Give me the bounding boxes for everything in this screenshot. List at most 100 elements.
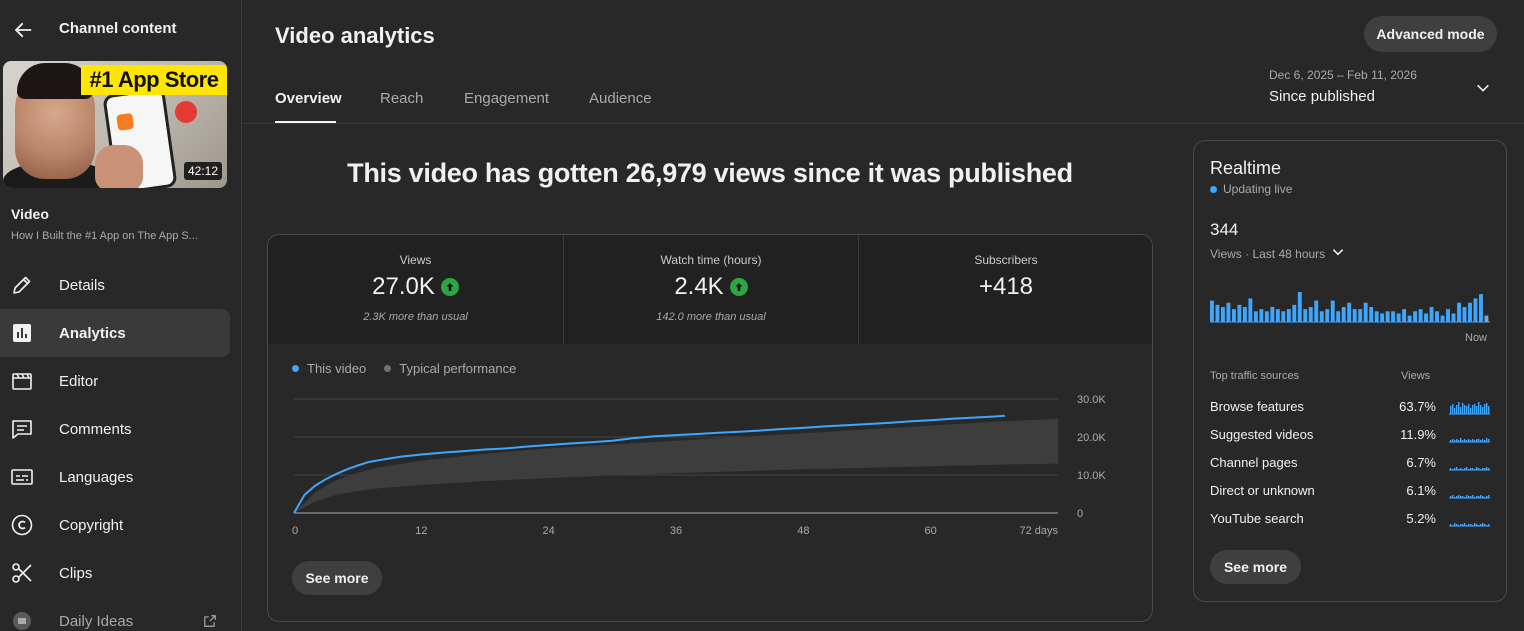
tab-engagement[interactable]: Engagement [464,90,550,107]
realtime-bar [1264,311,1269,322]
realtime-bar [1248,298,1253,322]
metric-views[interactable]: Views 27.0K 2.3K more than usual [268,235,563,344]
sidebar-item-label: Editor [59,372,99,390]
realtime-bar [1242,307,1247,322]
sidebar-item-comments[interactable]: Comments [0,405,230,453]
sparkline-bar [1486,496,1488,498]
tab-overview[interactable]: Overview [275,90,342,107]
copyright-icon [10,513,34,537]
sparkline-bar [1474,523,1476,526]
y-tick-label: 0 [1077,508,1083,520]
realtime-bar [1303,309,1308,322]
metric-value-row: +418 [859,273,1152,301]
realtime-live-status: Updating live [1210,182,1292,196]
tab-reach[interactable]: Reach [380,90,424,107]
sparkline-bar [1450,468,1452,470]
realtime-bar [1325,309,1330,322]
traffic-sparkline [1449,467,1490,471]
sidebar-title: Channel content [59,20,177,37]
realtime-bar [1275,309,1280,322]
traffic-source-pct: 11.9% [1400,427,1436,442]
sidebar-item-editor[interactable]: Editor [0,357,230,405]
sparkline-bar [1484,468,1486,470]
traffic-row[interactable]: Channel pages 6.7% [1210,453,1490,473]
realtime-bar [1226,302,1231,322]
x-tick-label: 24 [543,525,555,537]
sidebar-item-label: Copyright [59,516,124,534]
sparkline-bar [1474,404,1476,414]
traffic-row[interactable]: Browse features 63.7% [1210,397,1490,417]
metric-label: Subscribers [974,253,1038,267]
advanced-mode-button[interactable]: Advanced mode [1364,16,1497,52]
date-period-label: Since published [1269,88,1375,105]
sparkline-bar [1470,468,1472,470]
sparkline-bar [1482,407,1484,414]
traffic-header-label: Top traffic sources [1210,370,1300,382]
sidebar: Channel content #1 App Store 42:12 Video… [0,0,242,631]
sparkline-bar [1476,406,1478,414]
metric-value-row: 27.0K [268,273,563,301]
realtime-bar [1429,307,1434,322]
sparkline-bar [1450,440,1452,442]
sidebar-item-analytics[interactable]: Analytics [0,309,230,357]
sidebar-item-copyright[interactable]: Copyright [0,501,230,549]
sparkline-bar [1456,496,1458,498]
arrow-up-icon [440,278,459,296]
external-link-icon [203,614,217,631]
realtime-see-more-button[interactable]: See more [1210,550,1301,584]
traffic-row[interactable]: Direct or unknown 6.1% [1210,481,1490,501]
realtime-bar [1462,307,1467,322]
realtime-bar [1292,304,1297,322]
realtime-period-selector[interactable]: Views · Last 48 hours [1210,245,1345,262]
subtitles-icon [10,465,34,489]
pencil-icon [10,273,34,297]
sparkline-bar [1484,440,1486,442]
sparkline-bar [1466,440,1468,442]
see-more-button[interactable]: See more [292,561,382,595]
sidebar-item-details[interactable]: Details [0,261,230,309]
back-arrow-icon[interactable] [10,17,36,43]
metric-label: Watch time (hours) [660,253,762,267]
sparkline-bar [1468,496,1470,498]
video-thumbnail[interactable]: #1 App Store 42:12 [3,61,227,188]
realtime-bar [1363,302,1368,322]
traffic-source-name: Channel pages [1210,455,1298,470]
sparkline-bar [1488,439,1490,442]
sparkline-bar [1470,496,1472,498]
realtime-bar [1220,307,1225,322]
sparkline-bar [1488,406,1490,414]
tab-audience[interactable]: Audience [589,90,652,107]
sparkline-bar [1472,468,1474,470]
traffic-row[interactable]: YouTube search 5.2% [1210,509,1490,529]
x-tick-label: 48 [797,525,809,537]
realtime-bar [1347,302,1352,322]
scissors-icon [10,561,34,585]
comment-icon [10,417,34,441]
realtime-bar [1259,309,1264,322]
sidebar-item-clips[interactable]: Clips [0,549,230,597]
sparkline-bar [1468,404,1470,414]
traffic-source-name: Suggested videos [1210,427,1314,442]
video-label: Video [11,206,49,222]
clapperboard-icon [10,369,34,393]
date-range-picker[interactable]: Dec 6, 2025 – Feb 11, 2026 Since publish… [1269,68,1499,112]
metric-watch-time[interactable]: Watch time (hours) 2.4K 142.0 more than … [563,235,858,344]
sidebar-item-daily-ideas[interactable]: Daily Ideas [0,597,230,631]
sparkline-bar [1472,439,1474,442]
sparkline-bar [1486,438,1488,442]
sparkline-bar [1464,468,1466,470]
sparkline-bar [1484,524,1486,526]
realtime-bar [1231,309,1236,322]
realtime-bar [1352,309,1357,322]
sidebar-item-languages[interactable]: Languages [0,453,230,501]
metric-subscribers[interactable]: Subscribers +418 [858,235,1152,344]
sparkline-bar [1462,403,1464,414]
realtime-bar-chart [1210,292,1490,323]
realtime-bar [1330,300,1335,322]
y-tick-label: 10.0K [1077,470,1106,482]
traffic-row[interactable]: Suggested videos 11.9% [1210,425,1490,445]
realtime-bar [1424,313,1429,322]
sparkline-bar [1480,495,1482,498]
realtime-bar [1270,307,1275,322]
